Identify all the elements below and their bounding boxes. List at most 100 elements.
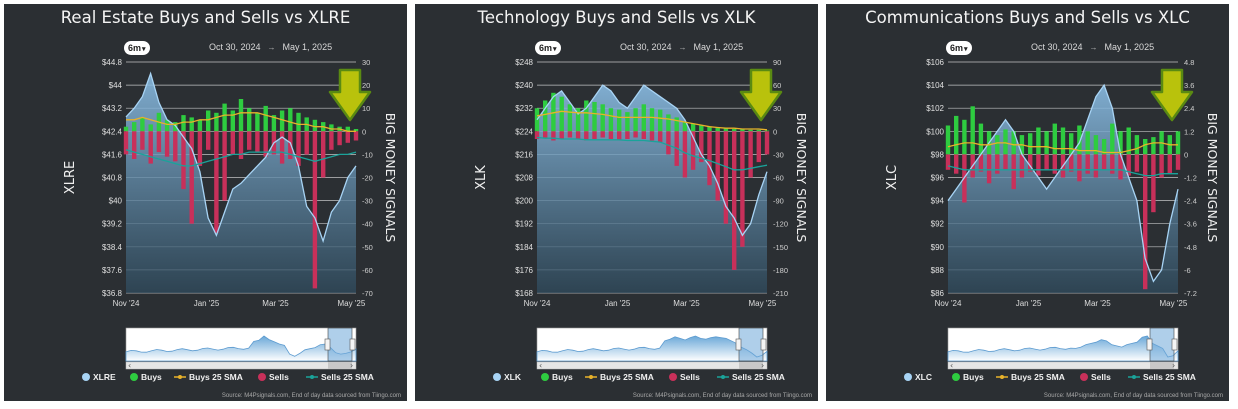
sells-bar[interactable]	[1093, 154, 1099, 178]
buys-bar[interactable]	[189, 117, 194, 132]
buys-bar[interactable]	[1175, 131, 1181, 155]
sells-bar[interactable]	[600, 131, 605, 138]
sells-bar[interactable]	[945, 154, 951, 170]
buys-bar[interactable]	[649, 108, 655, 132]
sells-bar[interactable]	[543, 131, 548, 138]
sells-bar[interactable]	[633, 131, 638, 138]
scrollbar-thumb[interactable]	[328, 362, 352, 369]
buys-bar[interactable]	[1085, 131, 1090, 155]
sells-bar[interactable]	[255, 131, 260, 153]
legend-item[interactable]: Buys 25 SMA	[585, 372, 654, 382]
sells-bar[interactable]	[1028, 154, 1033, 172]
buys-bar[interactable]	[1052, 123, 1057, 155]
sells-bar[interactable]	[238, 131, 244, 159]
sells-bar[interactable]	[740, 131, 745, 247]
buys-bar[interactable]	[995, 135, 1000, 155]
buys-bar[interactable]	[1101, 139, 1107, 155]
sells-bar[interactable]	[764, 131, 770, 155]
sells-bar[interactable]	[1003, 154, 1008, 170]
sells-bar[interactable]	[732, 131, 737, 270]
sells-bar[interactable]	[312, 131, 318, 289]
buys-sma-line[interactable]	[536, 110, 768, 131]
sells-bar[interactable]	[345, 131, 350, 143]
legend-item[interactable]: Buys	[130, 372, 162, 382]
sells-bar[interactable]	[1052, 154, 1057, 174]
buys-bar[interactable]	[173, 122, 178, 132]
sells-bar[interactable]	[1167, 154, 1172, 174]
legend-item[interactable]: Buys	[541, 372, 573, 382]
range-select-button[interactable]: 6m▾	[124, 41, 150, 55]
buys-bar[interactable]	[1151, 137, 1156, 155]
legend-item[interactable]: Sells	[258, 372, 289, 382]
buys-bar[interactable]	[567, 104, 573, 132]
buys-bar[interactable]	[222, 103, 227, 132]
sells-bar[interactable]	[559, 131, 564, 139]
buys-bar[interactable]	[600, 104, 605, 132]
sells-bar[interactable]	[1151, 154, 1156, 213]
buys-bar[interactable]	[945, 125, 951, 155]
sells-bar[interactable]	[123, 131, 129, 155]
legend-item[interactable]: XLC	[904, 372, 932, 382]
buys-bar[interactable]	[140, 117, 145, 132]
sells-bar[interactable]	[197, 131, 203, 166]
navigator-selection[interactable]	[1149, 327, 1175, 362]
sells-bar[interactable]	[1110, 154, 1115, 174]
range-select-button[interactable]: 6m▾	[946, 41, 972, 55]
buys-bar[interactable]	[682, 122, 688, 132]
sells-bar[interactable]	[1036, 154, 1041, 176]
buys-bar[interactable]	[543, 100, 548, 132]
legend-item[interactable]: Buys	[952, 372, 984, 382]
buys-bar[interactable]	[978, 123, 984, 155]
buys-bar[interactable]	[181, 115, 186, 132]
buys-bar[interactable]	[1126, 127, 1131, 155]
sells-bar[interactable]	[995, 154, 1000, 174]
sells-bar[interactable]	[1143, 154, 1148, 290]
buys-bar[interactable]	[312, 119, 318, 132]
buys-bar[interactable]	[715, 127, 720, 132]
buys-bar[interactable]	[1036, 127, 1041, 155]
buys-bar[interactable]	[164, 119, 170, 132]
sells-bar[interactable]	[1019, 154, 1025, 178]
buys-bar[interactable]	[756, 129, 761, 132]
sells-bar[interactable]	[551, 131, 556, 141]
buys-bar[interactable]	[707, 126, 712, 132]
sells-bar[interactable]	[575, 131, 581, 139]
sells-bar[interactable]	[353, 131, 359, 141]
legend-item[interactable]: Buys 25 SMA	[174, 372, 243, 382]
sells-bar[interactable]	[181, 131, 186, 190]
sells-bar[interactable]	[1085, 154, 1090, 174]
sells-bar[interactable]	[723, 131, 729, 224]
navigator-handle-right[interactable]	[1171, 338, 1178, 351]
sells-bar[interactable]	[288, 131, 293, 159]
buys-bar[interactable]	[625, 112, 630, 132]
navigator-handle-right[interactable]	[349, 338, 356, 351]
buys-bar[interactable]	[1028, 133, 1033, 155]
sells-bar[interactable]	[206, 131, 211, 150]
price-line[interactable]	[125, 71, 357, 244]
sells-bar[interactable]	[707, 131, 712, 186]
buys-bar[interactable]	[288, 108, 293, 132]
sells-bar[interactable]	[756, 131, 761, 163]
sells-sma-line[interactable]	[536, 136, 768, 171]
sells-bar[interactable]	[592, 131, 597, 139]
legend-item[interactable]: Sells 25 SMA	[717, 372, 785, 382]
buys-bar[interactable]	[230, 110, 235, 132]
legend-item[interactable]: Sells 25 SMA	[306, 372, 374, 382]
sells-bar[interactable]	[682, 131, 688, 178]
legend-item[interactable]: Sells	[669, 372, 700, 382]
sells-bar[interactable]	[164, 131, 170, 157]
chart-svg[interactable]: $248 90 $240 60 $232 30 $224 0 $216 -30 $208 -60 $20…	[415, 4, 818, 401]
buys-bar[interactable]	[551, 92, 556, 132]
buys-bar[interactable]	[723, 128, 729, 132]
sells-bar[interactable]	[1077, 154, 1082, 182]
sells-bar[interactable]	[584, 131, 589, 141]
buys-bar[interactable]	[1003, 129, 1008, 155]
buys-bar[interactable]	[764, 130, 770, 132]
navigator-scrollbar[interactable]	[947, 361, 1179, 370]
sells-bar[interactable]	[1069, 154, 1074, 172]
buys-bar[interactable]	[296, 112, 301, 132]
date-range[interactable]: Oct 30, 2024 → May 1, 2025	[620, 42, 743, 52]
buys-bar[interactable]	[247, 108, 252, 132]
buys-bar[interactable]	[1118, 131, 1123, 155]
buys-bar[interactable]	[1069, 133, 1074, 155]
